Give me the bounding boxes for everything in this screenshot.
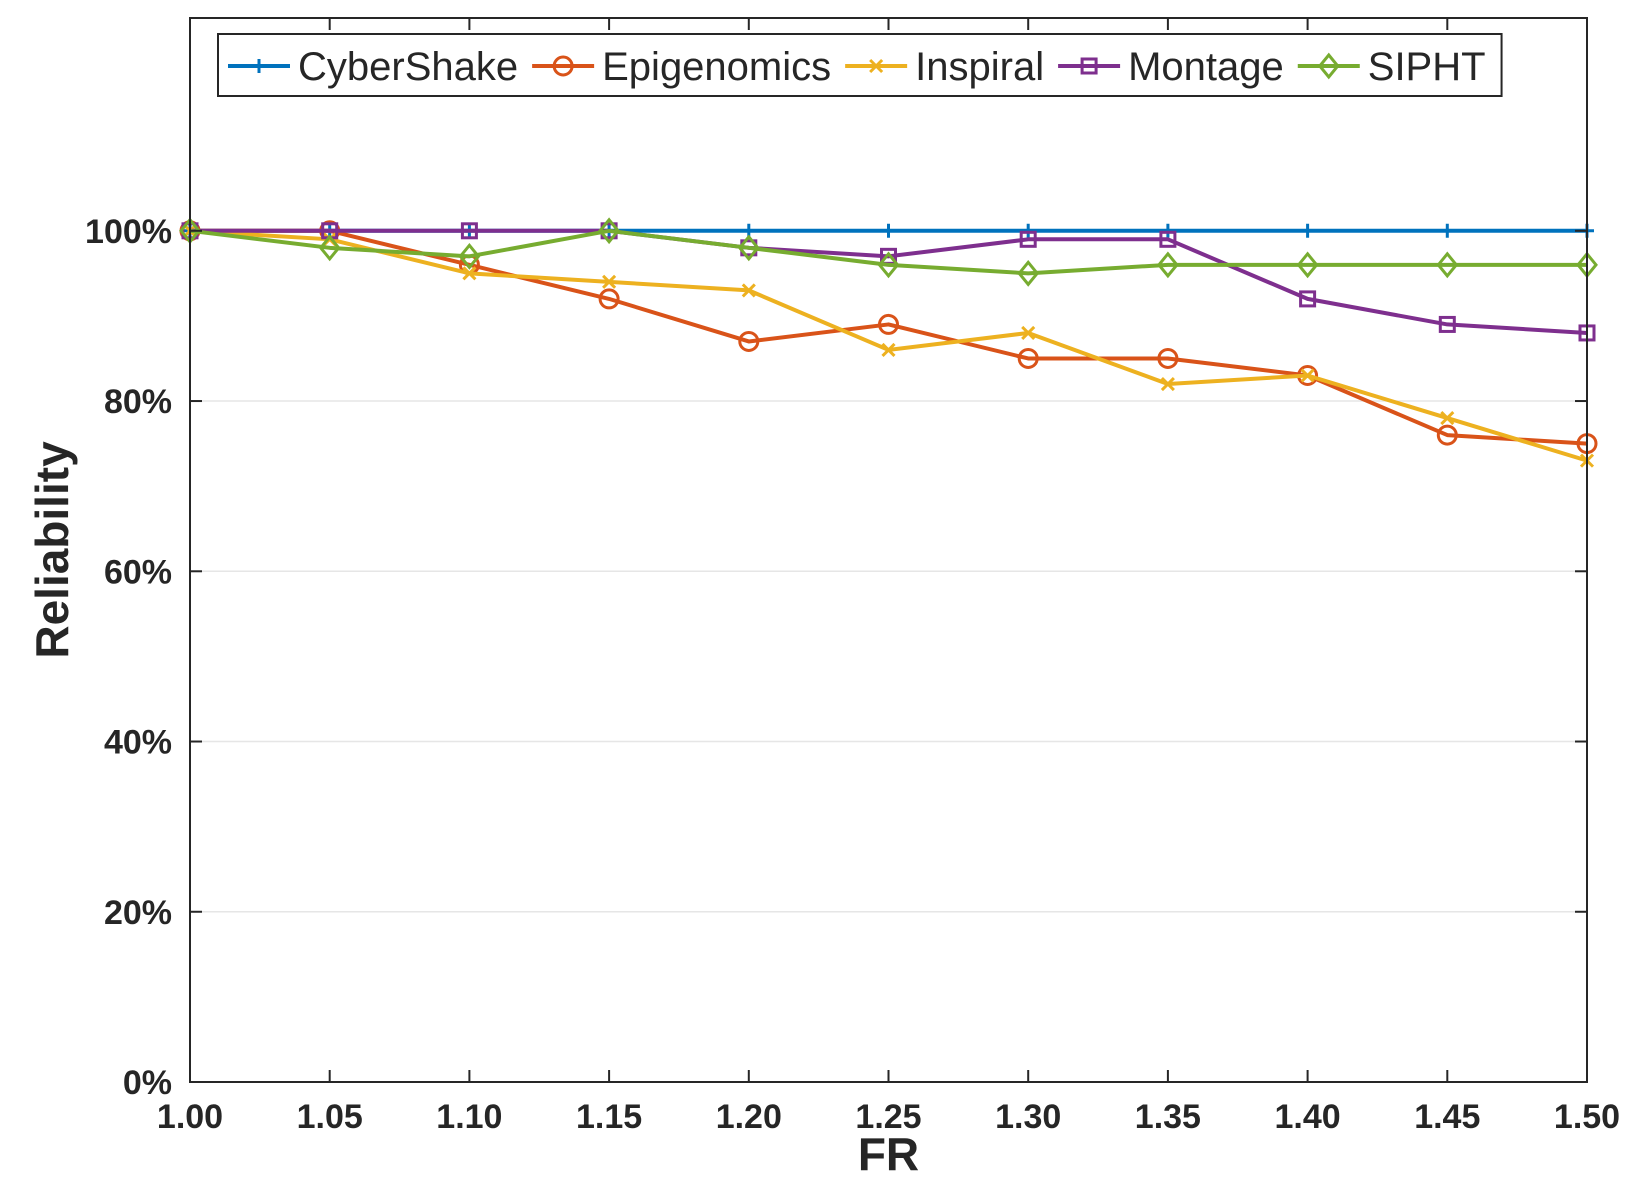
- x-tick-label: 1.05: [297, 1098, 363, 1136]
- legend-item-montage: Montage: [1058, 45, 1284, 89]
- x-tick-label: 1.50: [1554, 1098, 1620, 1136]
- data-point-epigenomics: [1436, 424, 1458, 446]
- data-point-inspiral: [881, 342, 896, 358]
- legend-item-epigenomics: Epigenomics: [532, 45, 831, 89]
- data-point-inspiral: [602, 274, 617, 289]
- data-point-cybershake: [881, 223, 896, 238]
- data-point-sipht: [1156, 251, 1179, 279]
- data-point-montage: [1159, 230, 1177, 248]
- series-lines: [179, 217, 1598, 468]
- legend-item-cybershake: CyberShake: [228, 45, 518, 89]
- legend-item-sipht: SIPHT: [1297, 45, 1486, 89]
- legend-swatch-marker: [1317, 52, 1340, 80]
- data-point-epigenomics: [1017, 347, 1039, 369]
- data-point-sipht: [1296, 251, 1319, 279]
- x-tick-label: 1.15: [576, 1098, 642, 1136]
- legend-label: SIPHT: [1368, 45, 1486, 89]
- data-point-cybershake: [1160, 223, 1175, 238]
- data-point-sipht: [1436, 251, 1459, 279]
- data-point-sipht: [1017, 259, 1040, 287]
- data-point-montage: [1299, 290, 1317, 308]
- legend-swatch-marker: [869, 58, 884, 74]
- y-tick-label: 40%: [104, 724, 172, 762]
- legend-swatch-marker: [552, 55, 574, 77]
- data-point-inspiral: [1440, 411, 1455, 426]
- data-point-montage: [1019, 230, 1037, 248]
- x-tick-label: 1.35: [1135, 1098, 1201, 1136]
- data-point-cybershake: [1300, 223, 1315, 238]
- axis-ticks: 1.00 1.05 1.10 1.15 1.20 1.25 1.30 1.35 1.40 1.45…: [85, 18, 1620, 1136]
- data-point-sipht: [598, 217, 621, 245]
- legend: CyberShake Epigenomics Inspiral Montage SIPH…: [217, 33, 1503, 97]
- y-tick-label: 0%: [123, 1064, 172, 1102]
- data-point-epigenomics: [738, 330, 760, 352]
- data-point-montage: [460, 222, 478, 240]
- x-tick-label: 1.30: [995, 1098, 1061, 1136]
- data-point-sipht: [877, 251, 900, 279]
- legend-label: Inspiral: [915, 45, 1044, 89]
- x-tick-label: 1.20: [716, 1098, 782, 1136]
- legend-label: Montage: [1128, 45, 1284, 89]
- series-line-montage: [190, 228, 1588, 335]
- legend-label: Epigenomics: [602, 45, 831, 89]
- data-point-inspiral: [1021, 325, 1036, 341]
- data-point-epigenomics: [598, 288, 620, 310]
- data-point-sipht: [318, 234, 341, 262]
- data-point-inspiral: [1160, 376, 1175, 392]
- y-tick-label: 80%: [104, 383, 172, 421]
- data-point-montage: [1438, 315, 1456, 333]
- x-tick-label: 1.40: [1275, 1098, 1341, 1136]
- legend-item-inspiral: Inspiral: [845, 45, 1044, 89]
- y-axis-title: Reliability: [26, 441, 78, 659]
- data-point-inspiral: [462, 266, 477, 281]
- data-point-cybershake: [1021, 223, 1036, 238]
- x-tick-label: 1.10: [436, 1098, 502, 1136]
- x-tick-label: 1.00: [157, 1098, 223, 1136]
- series-line-sipht: [189, 228, 1587, 276]
- data-point-cybershake: [1440, 223, 1455, 238]
- series-sipht: [179, 217, 1598, 287]
- legend-label: CyberShake: [298, 45, 518, 89]
- data-point-epigenomics: [878, 313, 899, 335]
- data-point-sipht: [737, 234, 760, 262]
- y-tick-label: 100%: [85, 213, 172, 251]
- data-point-inspiral: [1300, 368, 1315, 383]
- y-tick-label: 60%: [104, 553, 172, 591]
- legend-swatch-marker: [252, 59, 266, 73]
- legend-swatch-marker: [1080, 57, 1098, 75]
- y-tick-label: 20%: [104, 894, 172, 932]
- x-tick-label: 1.45: [1414, 1098, 1480, 1136]
- x-axis-title: FR: [858, 1128, 919, 1180]
- x-tick-label: 1.25: [855, 1098, 921, 1136]
- data-point-epigenomics: [1157, 347, 1179, 369]
- data-point-sipht: [458, 242, 481, 270]
- data-point-inspiral: [741, 283, 756, 298]
